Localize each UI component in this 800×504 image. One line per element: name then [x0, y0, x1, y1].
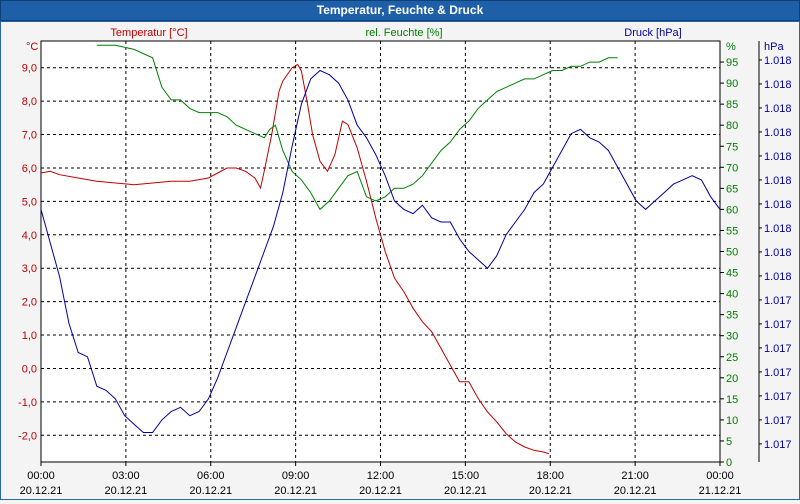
x-tick-time: 00:00 — [706, 470, 734, 482]
chart-frame: 00:00 20.12.21 03:00 20.12.21 06:00 20.12.21 0… — [0, 21, 800, 500]
pressure-tick-label: 1.017 — [764, 343, 792, 355]
temperature-axis-title: Temperatur [°C] — [110, 27, 187, 39]
temperature-tick-label: 1,0 — [22, 330, 37, 342]
pressure-tick-label: 1.018 — [764, 79, 792, 91]
pressure-tick-label: 1.018 — [764, 175, 792, 187]
humidity-tick-label: 20 — [726, 373, 738, 385]
pressure-tick-label: 1.017 — [764, 367, 792, 379]
pressure-tick-label: 1.018 — [764, 103, 792, 115]
humidity-tick-label: 70 — [726, 162, 738, 174]
humidity-tick-label: 40 — [726, 289, 738, 301]
temperature-tick-label: 4,0 — [22, 230, 37, 242]
series-line-temperature — [40, 63, 550, 455]
x-tick-date: 20.12.21 — [189, 485, 232, 497]
humidity-tick-label: 30 — [726, 331, 738, 343]
series-line-humidity — [96, 44, 618, 211]
humidity-tick-label: 85 — [726, 99, 738, 111]
humidity-tick-label: 0 — [726, 457, 732, 469]
temperature-tick-label: 0,0 — [22, 363, 37, 375]
x-tick-date: 20.12.21 — [614, 485, 657, 497]
x-tick-time: 09:00 — [282, 470, 310, 482]
x-tick-date: 21.12.21 — [699, 485, 742, 497]
pressure-tick-label: 1.018 — [764, 127, 792, 139]
humidity-tick-label: 35 — [726, 310, 738, 322]
temperature-tick-label: 7,0 — [22, 130, 37, 142]
x-tick-date: 20.12.21 — [20, 485, 63, 497]
x-tick-time: 00:00 — [27, 470, 55, 482]
x-tick-time: 12:00 — [367, 470, 395, 482]
x-tick-time: 15:00 — [452, 470, 480, 482]
humidity-tick-label: 10 — [726, 415, 738, 427]
pressure-unit-label: hPa — [764, 41, 784, 53]
pressure-tick-label: 1.018 — [764, 271, 792, 283]
humidity-tick-label: 45 — [726, 268, 738, 280]
x-tick-time: 03:00 — [112, 470, 140, 482]
pressure-tick-label: 1.017 — [764, 319, 792, 331]
humidity-tick-label: 90 — [726, 78, 738, 90]
humidity-tick-label: 65 — [726, 183, 738, 195]
temperature-tick-label: 8,0 — [22, 96, 37, 108]
humidity-tick-label: 75 — [726, 141, 738, 153]
humidity-tick-label: 55 — [726, 225, 738, 237]
temperature-tick-label: -1,0 — [18, 397, 37, 409]
humidity-tick-label: 95 — [726, 57, 738, 69]
pressure-tick-label: 1.017 — [764, 439, 792, 451]
humidity-tick-label: 60 — [726, 204, 738, 216]
pressure-axis-title: Druck [hPa] — [624, 27, 681, 39]
chart-title: Temperatur, Feuchte & Druck — [0, 0, 800, 21]
pressure-tick-label: 1.017 — [764, 415, 792, 427]
temperature-tick-label: -2,0 — [18, 430, 37, 442]
temperature-tick-label: 9,0 — [22, 63, 37, 75]
x-tick-date: 20.12.21 — [104, 485, 147, 497]
pressure-tick-label: 1.017 — [764, 295, 792, 307]
series-line-pressure — [40, 69, 721, 433]
pressure-tick-label: 1.018 — [764, 55, 792, 67]
humidity-tick-label: 80 — [726, 120, 738, 132]
x-tick-date: 20.12.21 — [359, 485, 402, 497]
pressure-tick-label: 1.018 — [764, 199, 792, 211]
humidity-tick-label: 25 — [726, 352, 738, 364]
pressure-tick-label: 1.018 — [764, 151, 792, 163]
pressure-tick-label: 1.018 — [764, 223, 792, 235]
humidity-tick-label: 15 — [726, 394, 738, 406]
x-tick-time: 21:00 — [621, 470, 649, 482]
temperature-tick-label: 6,0 — [22, 163, 37, 175]
x-tick-date: 20.12.21 — [274, 485, 317, 497]
humidity-unit-label: % — [726, 41, 736, 53]
pressure-tick-label: 1.018 — [764, 247, 792, 259]
temperature-unit-label: °C — [26, 41, 38, 53]
x-tick-date: 20.12.21 — [444, 485, 487, 497]
humidity-axis-title: rel. Feuchte [%] — [365, 27, 442, 39]
humidity-tick-label: 5 — [726, 436, 732, 448]
x-tick-date: 20.12.21 — [529, 485, 572, 497]
x-tick-time: 18:00 — [536, 470, 564, 482]
pressure-tick-label: 1.017 — [764, 391, 792, 403]
temperature-tick-label: 5,0 — [22, 196, 37, 208]
humidity-tick-label: 50 — [726, 247, 738, 259]
temperature-tick-label: 2,0 — [22, 297, 37, 309]
x-tick-time: 06:00 — [197, 470, 225, 482]
line-chart: 00:00 20.12.21 03:00 20.12.21 06:00 20.12.21 0… — [18, 27, 792, 497]
temperature-tick-label: 3,0 — [22, 263, 37, 275]
